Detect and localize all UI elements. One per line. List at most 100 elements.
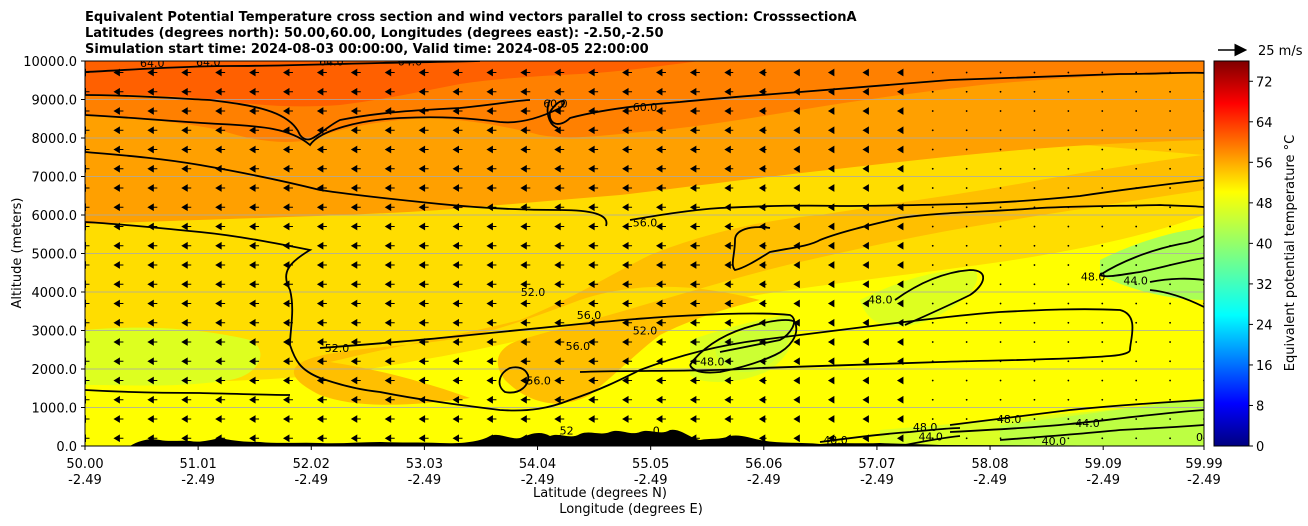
x-tick-label-lat: 59.09 <box>1085 457 1122 472</box>
wind-vector <box>622 145 633 154</box>
wind-vector <box>520 357 531 366</box>
wind-vector <box>181 434 192 443</box>
wind-vector <box>689 395 700 404</box>
wind-vector <box>520 395 531 404</box>
wind-vector <box>1135 437 1138 440</box>
wind-vector <box>1067 437 1070 440</box>
wind-vector <box>554 241 565 250</box>
wind-vector <box>931 71 934 74</box>
wind-vector <box>999 225 1002 228</box>
wind-vector <box>215 107 226 115</box>
contour-label: 52.0 <box>325 342 350 355</box>
wind-vector <box>827 145 835 154</box>
wind-vector <box>554 184 565 192</box>
wind-vector <box>316 318 327 327</box>
wind-vector <box>282 299 293 308</box>
colorbar-ticks: 0 8 16 24 32 40 48 56 64 72 <box>1249 75 1273 455</box>
wind-vector <box>896 241 904 250</box>
wind-vector <box>554 87 565 96</box>
wind-vector <box>1033 341 1036 343</box>
wind-vector <box>1067 398 1070 401</box>
wind-vector <box>862 241 869 250</box>
wind-vector <box>1067 167 1070 170</box>
wind-vector <box>486 357 497 366</box>
wind-vector <box>931 283 934 286</box>
wind-vector <box>896 68 904 77</box>
wind-vector <box>622 318 633 327</box>
wind-vector <box>1135 283 1138 286</box>
wind-vector <box>758 145 767 154</box>
wind-vector <box>896 415 904 423</box>
wind-vector <box>418 126 429 135</box>
wind-vector <box>724 395 734 404</box>
wind-vector <box>418 203 429 212</box>
wind-vector <box>965 206 968 209</box>
wind-vector <box>588 241 599 250</box>
wind-vector <box>1033 302 1036 305</box>
wind-vector <box>827 164 835 173</box>
wind-vector <box>418 357 429 366</box>
wind-vector <box>999 379 1002 382</box>
wind-vector <box>896 395 904 404</box>
wind-vector <box>1135 398 1138 401</box>
wind-vector <box>793 68 800 77</box>
wind-vector <box>1135 360 1138 363</box>
wind-vector <box>418 280 429 289</box>
wind-vector <box>588 164 599 173</box>
wind-vector <box>724 126 734 135</box>
wind-vector <box>999 187 1002 189</box>
chart-title-line-1: Equivalent Potential Temperature cross s… <box>85 10 857 25</box>
wind-vector <box>486 145 497 154</box>
wind-vector <box>1067 341 1070 343</box>
wind-vector <box>1067 321 1070 324</box>
contour-40-bottom <box>999 424 1204 441</box>
wind-vector <box>249 145 260 154</box>
wind-vector <box>282 222 293 231</box>
wind-vector <box>282 203 293 212</box>
wind-vector <box>486 184 497 192</box>
contour-60-b <box>546 99 559 129</box>
colorbar-tick-label: 56 <box>1256 156 1273 171</box>
wind-vector <box>1135 341 1138 343</box>
wind-vector <box>655 376 666 385</box>
wind-vector <box>724 415 734 423</box>
wind-vector <box>1033 321 1036 324</box>
wind-vector <box>452 280 463 289</box>
wind-vector <box>316 241 327 250</box>
wind-vector <box>622 68 633 77</box>
wind-vector <box>384 126 395 135</box>
wind-vector <box>999 71 1002 74</box>
contour-label: 52 <box>560 425 574 438</box>
wind-vector <box>147 68 158 77</box>
wind-vector <box>384 68 395 77</box>
x-axis: 50.00-2.4951.01-2.4952.02-2.4953.03-2.49… <box>66 446 1223 488</box>
contour-label: 60.0 <box>543 97 568 110</box>
wind-vector <box>282 241 293 250</box>
wind-vector <box>554 318 565 327</box>
x-tick-label-lat: 54.04 <box>519 457 556 472</box>
wind-vector <box>1101 264 1104 266</box>
wind-vector <box>758 338 767 346</box>
wind-vector <box>384 87 395 96</box>
wind-vector <box>215 299 226 308</box>
wind-vector <box>147 164 158 173</box>
wind-vector <box>758 280 767 289</box>
colorbar-tick-label: 24 <box>1256 318 1273 333</box>
wind-vector <box>1033 187 1036 189</box>
wind-vector <box>1101 187 1104 189</box>
wind-vector <box>827 318 835 327</box>
wind-vector <box>418 241 429 250</box>
wind-vector <box>1101 129 1104 132</box>
wind-vector <box>113 261 124 269</box>
wind-vector <box>249 87 260 96</box>
wind-vector <box>113 126 124 135</box>
x-tick-label-lon: -2.49 <box>294 473 328 488</box>
wind-vector <box>113 107 124 115</box>
wind-vector <box>113 203 124 212</box>
wind-vector <box>999 264 1002 266</box>
wind-vector <box>758 376 767 385</box>
wind-vector <box>793 318 800 327</box>
wind-vector <box>827 280 835 289</box>
wind-vector <box>758 164 767 173</box>
contour-label: 40.0 <box>1042 435 1067 448</box>
